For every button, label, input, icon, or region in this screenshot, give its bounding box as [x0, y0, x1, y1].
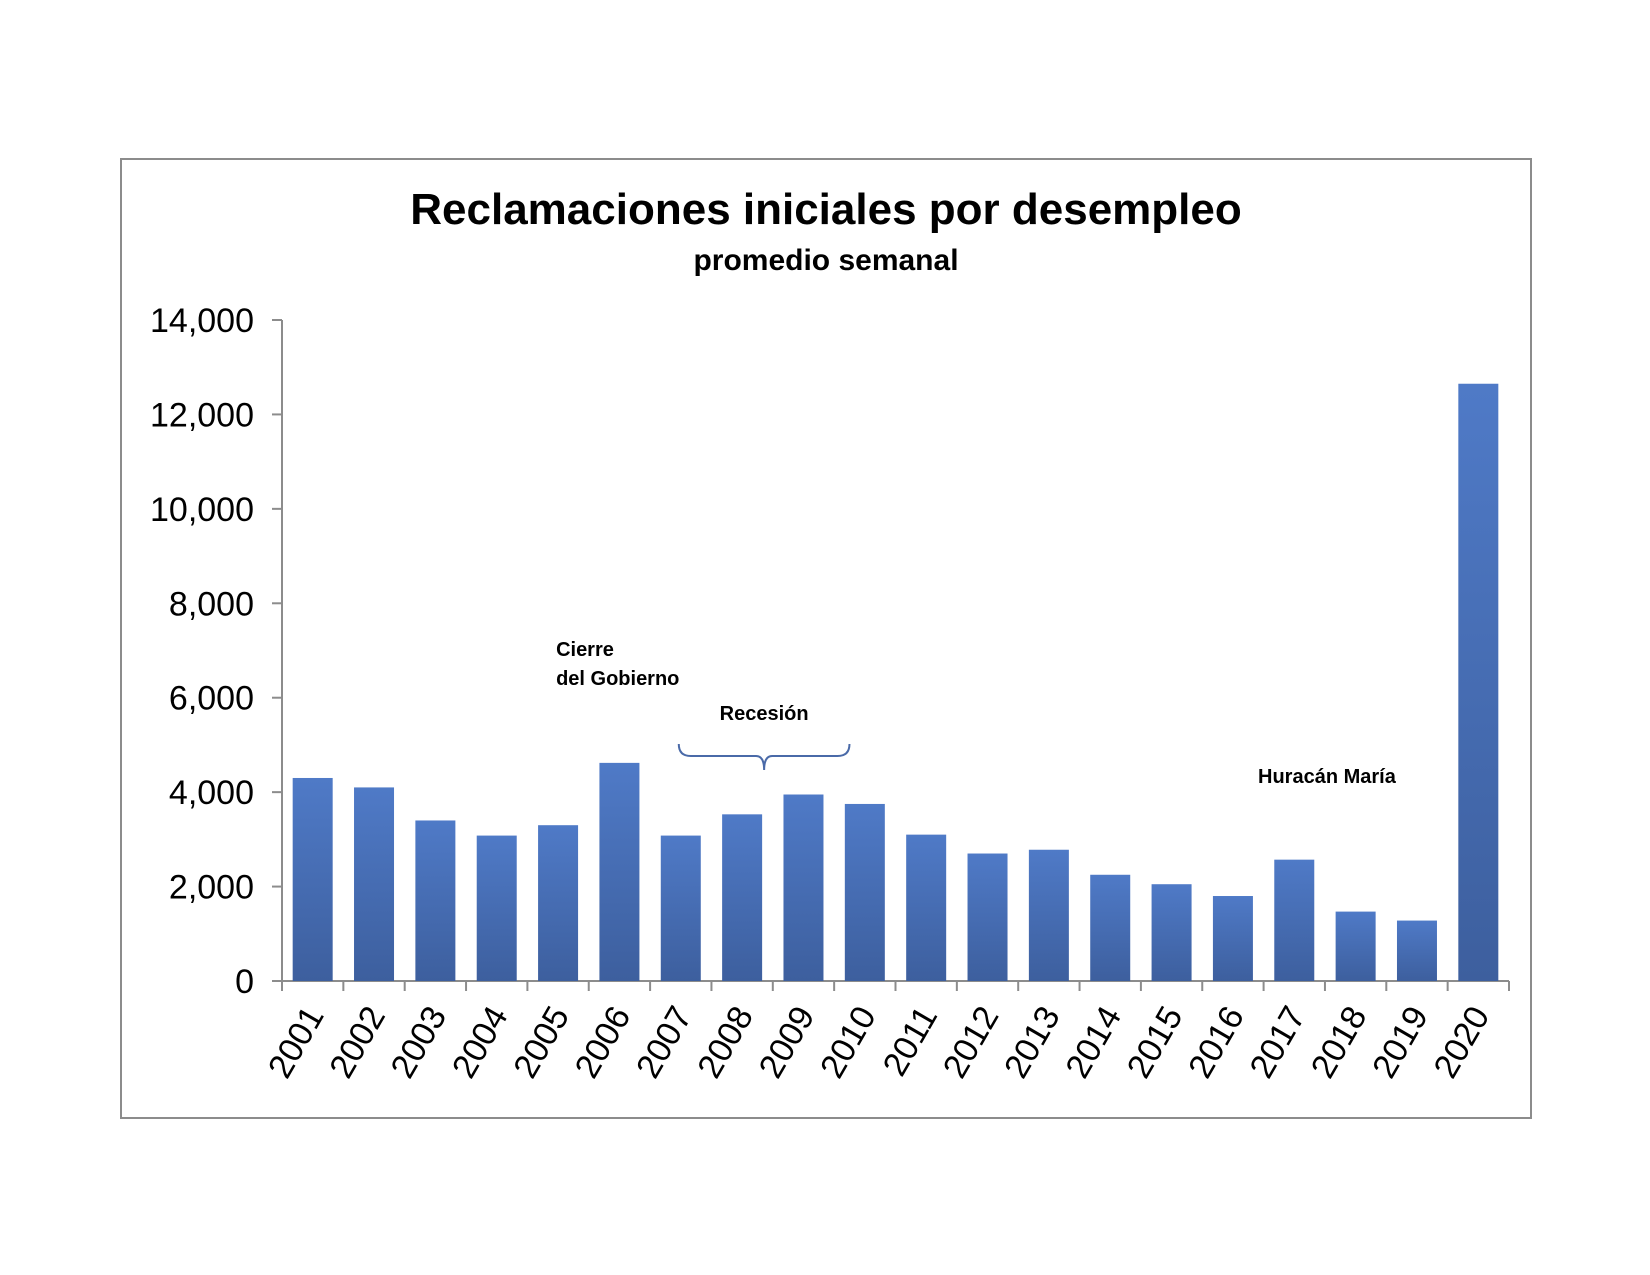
bar-2004 — [476, 835, 517, 981]
y-tick-label: 12,000 — [150, 396, 254, 434]
bar-2001 — [292, 777, 333, 981]
y-tick-label: 8,000 — [169, 585, 254, 623]
y-tick-label: 6,000 — [169, 680, 254, 718]
bar-2008 — [722, 814, 763, 981]
chart-subtitle: promedio semanal — [693, 244, 958, 277]
recesion-brace — [677, 743, 851, 771]
bar-2019 — [1396, 920, 1437, 981]
y-tick-label: 10,000 — [150, 491, 254, 529]
bar-2009 — [783, 794, 824, 981]
bar-2011 — [906, 834, 947, 981]
bar-2006 — [599, 762, 640, 981]
bar-2015 — [1151, 884, 1192, 981]
y-tick-label: 2,000 — [169, 869, 254, 907]
bar-2002 — [354, 787, 395, 981]
y-tick-label: 14,000 — [150, 302, 254, 340]
bar-2005 — [538, 825, 579, 981]
annotation-cierre-line: del Gobierno — [556, 668, 679, 690]
annotation-huracan: Huracán María — [1258, 766, 1397, 788]
bar-2003 — [415, 820, 456, 981]
y-tick-label: 0 — [235, 963, 254, 1001]
bar-2016 — [1212, 896, 1253, 981]
bar-2010 — [844, 803, 885, 981]
chart-title: Reclamaciones iniciales por desempleo — [410, 185, 1241, 234]
bar-2012 — [967, 853, 1008, 981]
bar-2020 — [1458, 383, 1499, 982]
bar-2018 — [1335, 911, 1376, 981]
bar-2013 — [1028, 849, 1069, 981]
bar-2017 — [1274, 859, 1315, 981]
bar-2014 — [1090, 874, 1131, 981]
annotation-cierre-line: Cierre — [556, 639, 614, 661]
y-tick-label: 4,000 — [169, 774, 254, 812]
annotation-recesion: Recesión — [720, 703, 809, 725]
bar-2007 — [660, 835, 701, 981]
